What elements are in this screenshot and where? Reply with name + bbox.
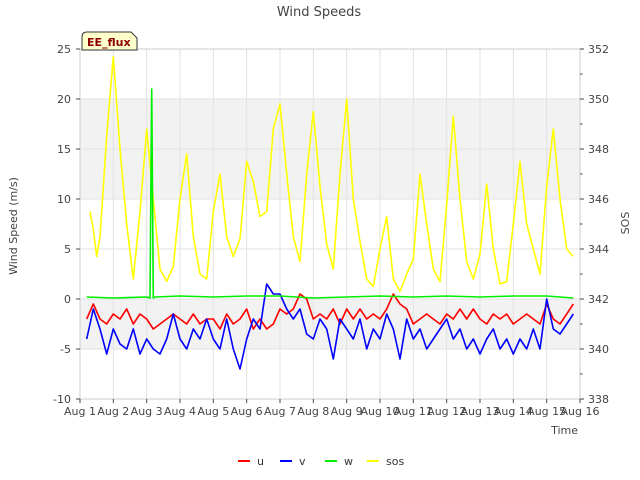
chart-title: Wind Speeds [277,5,362,20]
y2-tick-label-1: 340 [588,343,609,356]
x-tick-label-14: Aug 15 [527,405,566,418]
y2-tick-label-7: 352 [588,43,609,56]
legend-label-v: v [299,455,306,468]
y2-tick-label-5: 348 [588,143,609,156]
y2-axis-label: SOS [619,212,632,235]
annotation-badge: EE_flux [81,31,138,51]
y-tick-label-6: 20 [57,93,71,106]
y-axis-ticks: -10 -5 0 5 10 15 20 25 [53,43,80,406]
y2-tick-label-0: 338 [588,393,609,406]
x-axis-label: Time [550,424,578,437]
y-tick-label-7: 25 [57,43,71,56]
x-axis-ticks: Aug 1 Aug 2 Aug 3 Aug 4 Aug 5 Aug 6 Aug 7 Aug 8… [64,399,599,418]
series-line-w [86,88,574,299]
y-tick-label-1: -5 [60,343,71,356]
legend-label-w: w [344,455,353,468]
series-line-v [85,283,574,370]
x-tick-label-10: Aug 11 [394,405,433,418]
x-tick-label-3: Aug 4 [164,405,196,418]
x-tick-label-13: Aug 14 [494,405,533,418]
x-tick-label-2: Aug 3 [131,405,163,418]
legend: u v w sos [238,455,404,468]
y-tick-label-2: 0 [64,293,71,306]
y-tick-label-5: 15 [57,143,71,156]
x-tick-label-7: Aug 8 [297,405,329,418]
annotation-box [81,31,138,51]
x-tick-label-4: Aug 5 [197,405,229,418]
legend-label-u: u [257,455,264,468]
series-layer [85,55,574,370]
y-tick-label-4: 10 [57,193,71,206]
y-tick-label-0: -10 [53,393,71,406]
y2-tick-label-4: 346 [588,193,609,206]
y2-axis-ticks: 338 340 342 344 346 348 350 352 [580,43,609,406]
y-axis-label: Wind Speed (m/s) [7,177,20,275]
y2-tick-label-3: 344 [588,243,609,256]
series-line-sos [89,55,574,293]
legend-label-sos: sos [386,455,404,468]
x-tick-label-15: Aug 16 [561,405,600,418]
x-tick-label-12: Aug 13 [461,405,500,418]
series-line-u [85,293,574,330]
annotation-label: EE_flux [87,36,131,49]
x-tick-label-5: Aug 6 [231,405,263,418]
x-tick-label-8: Aug 9 [331,405,363,418]
y2-tick-label-2: 342 [588,293,609,306]
x-tick-label-9: Aug 10 [361,405,400,418]
x-tick-label-0: Aug 1 [64,405,96,418]
y2-tick-label-6: 350 [588,93,609,106]
x-tick-label-6: Aug 7 [264,405,296,418]
x-tick-label-11: Aug 12 [427,405,466,418]
x-tick-label-1: Aug 2 [97,405,129,418]
y-tick-label-3: 5 [64,243,71,256]
